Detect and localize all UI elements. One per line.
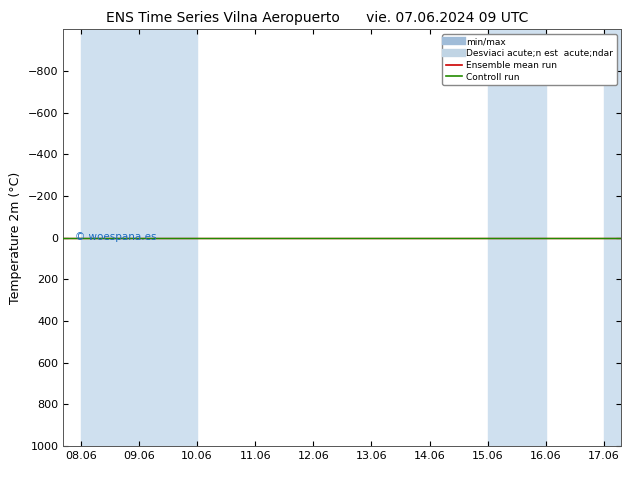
- Y-axis label: Temperature 2m (°C): Temperature 2m (°C): [10, 172, 22, 304]
- Text: ENS Time Series Vilna Aeropuerto      vie. 07.06.2024 09 UTC: ENS Time Series Vilna Aeropuerto vie. 07…: [106, 11, 528, 25]
- Text: © woespana.es: © woespana.es: [75, 232, 156, 242]
- Legend: min/max, Desviaci acute;n est  acute;ndar, Ensemble mean run, Controll run: min/max, Desviaci acute;n est acute;ndar…: [442, 34, 617, 85]
- Bar: [81, 29, 197, 446]
- Bar: [604, 29, 634, 446]
- Bar: [488, 29, 546, 446]
